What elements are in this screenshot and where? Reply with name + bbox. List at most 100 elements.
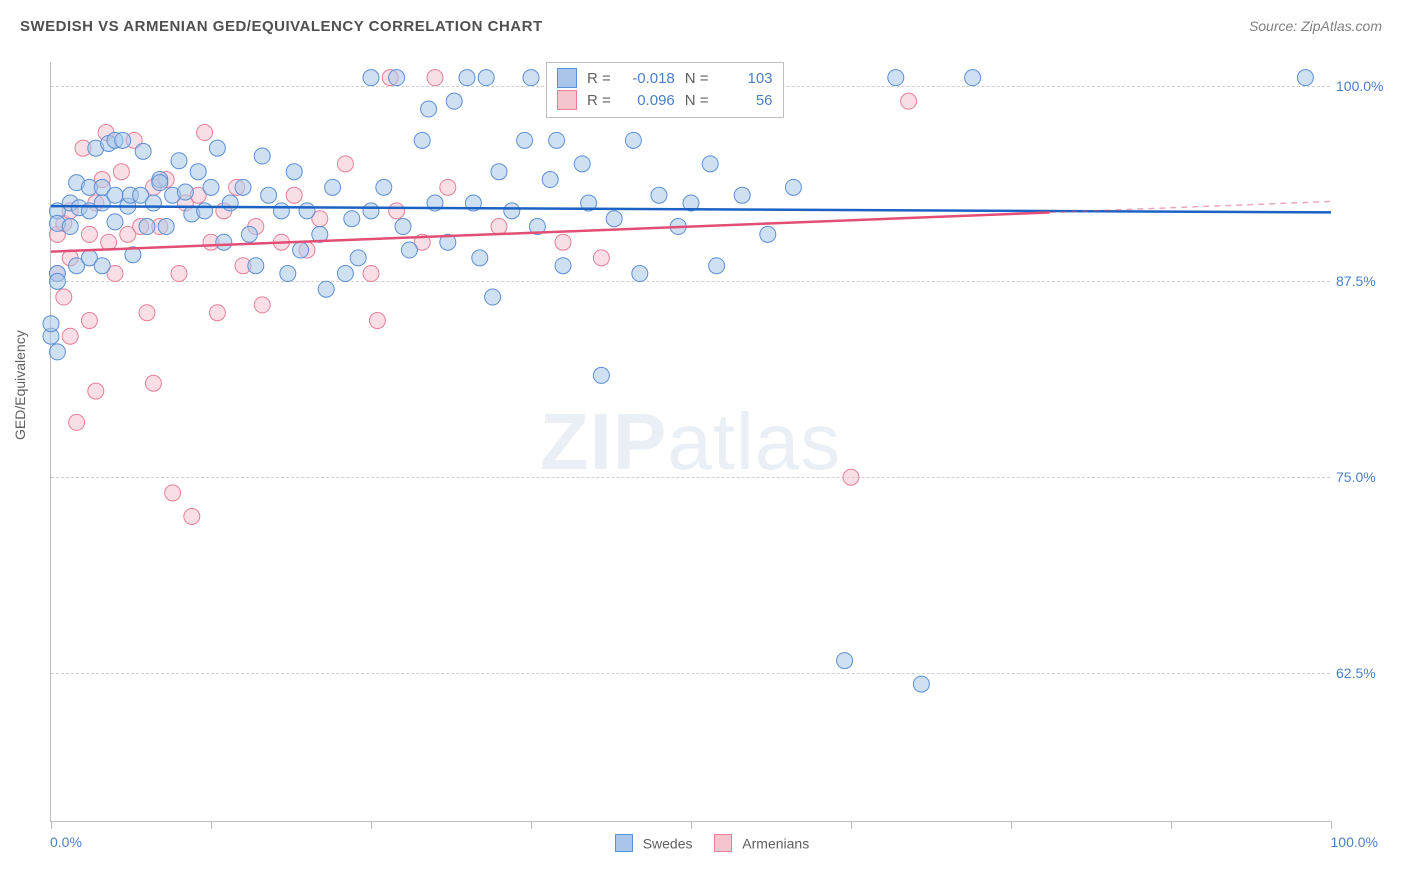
scatter-point	[523, 70, 539, 86]
scatter-point	[401, 242, 417, 258]
scatter-point	[517, 132, 533, 148]
scatter-point	[101, 234, 117, 250]
scatter-point	[421, 101, 437, 117]
scatter-point	[197, 203, 213, 219]
scatter-point	[491, 164, 507, 180]
scatter-point	[293, 242, 309, 258]
scatter-point	[651, 187, 667, 203]
scatter-point	[363, 70, 379, 86]
scatter-point	[459, 70, 475, 86]
scatter-point	[625, 132, 641, 148]
scatter-point	[171, 153, 187, 169]
legend-label-swedes: Swedes	[643, 835, 693, 851]
scatter-point	[734, 187, 750, 203]
scatter-point	[56, 289, 72, 305]
scatter-point	[606, 211, 622, 227]
scatter-point	[709, 258, 725, 274]
scatter-point	[49, 344, 65, 360]
scatter-point	[427, 70, 443, 86]
scatter-point	[139, 305, 155, 321]
scatter-point	[62, 328, 78, 344]
scatter-point	[555, 258, 571, 274]
scatter-point	[107, 187, 123, 203]
scatter-point	[254, 148, 270, 164]
stat-label: R =	[587, 70, 611, 87]
scatter-point	[152, 175, 168, 191]
swatch-swedes	[615, 834, 633, 852]
scatter-point	[94, 258, 110, 274]
scatter-point	[593, 250, 609, 266]
scatter-point	[837, 653, 853, 669]
stats-row-armenians: R = 0.096 N = 56	[557, 89, 773, 111]
scatter-point	[107, 214, 123, 230]
stat-value: 0.096	[621, 92, 675, 109]
scatter-point	[318, 281, 334, 297]
scatter-point	[171, 266, 187, 282]
scatter-point	[491, 219, 507, 235]
y-axis-label: GED/Equivalency	[12, 330, 28, 440]
scatter-point	[843, 469, 859, 485]
scatter-point	[440, 179, 456, 195]
scatter-point	[235, 179, 251, 195]
scatter-point	[760, 226, 776, 242]
scatter-point	[203, 179, 219, 195]
scatter-point	[901, 93, 917, 109]
y-tick-label: 100.0%	[1336, 78, 1392, 94]
source-attribution: Source: ZipAtlas.com	[1249, 18, 1382, 34]
stat-value: -0.018	[621, 70, 675, 87]
x-tick	[1331, 821, 1332, 829]
scatter-point	[376, 179, 392, 195]
scatter-point	[414, 132, 430, 148]
scatter-point	[177, 184, 193, 200]
x-tick	[1011, 821, 1012, 829]
x-tick	[1171, 821, 1172, 829]
scatter-point	[344, 211, 360, 227]
scatter-point	[209, 140, 225, 156]
scatter-point	[504, 203, 520, 219]
scatter-point	[1297, 70, 1313, 86]
scatter-point	[542, 172, 558, 188]
swatch-swedes	[557, 68, 577, 88]
scatter-point	[280, 266, 296, 282]
scatter-point	[190, 164, 206, 180]
scatter-point	[888, 70, 904, 86]
scatter-point	[299, 203, 315, 219]
chart-title: SWEDISH VS ARMENIAN GED/EQUIVALENCY CORR…	[20, 18, 543, 35]
y-tick-label: 87.5%	[1336, 273, 1392, 289]
scatter-point	[369, 313, 385, 329]
scatter-point	[69, 414, 85, 430]
scatter-point	[549, 132, 565, 148]
scatter-point	[785, 179, 801, 195]
scatter-point	[389, 203, 405, 219]
x-tick	[211, 821, 212, 829]
scatter-point	[241, 226, 257, 242]
scatter-point	[363, 266, 379, 282]
scatter-point	[43, 316, 59, 332]
swatch-armenians	[557, 90, 577, 110]
scatter-point	[49, 273, 65, 289]
scatter-point	[113, 164, 129, 180]
scatter-point	[555, 234, 571, 250]
stat-value: 103	[719, 70, 773, 87]
scatter-point	[248, 258, 264, 274]
scatter-point	[286, 187, 302, 203]
scatter-point	[478, 70, 494, 86]
x-tick	[371, 821, 372, 829]
x-tick	[531, 821, 532, 829]
scatter-point	[135, 143, 151, 159]
scatter-point	[145, 375, 161, 391]
x-tick	[51, 821, 52, 829]
stat-label: N =	[685, 70, 709, 87]
scatter-point	[165, 485, 181, 501]
scatter-point	[702, 156, 718, 172]
scatter-point	[158, 219, 174, 235]
scatter-point	[593, 367, 609, 383]
scatter-point	[965, 70, 981, 86]
scatter-point	[81, 226, 97, 242]
scatter-point	[395, 219, 411, 235]
stats-legend-box: R = -0.018 N = 103 R = 0.096 N = 56	[546, 62, 784, 118]
scatter-point	[209, 305, 225, 321]
x-tick	[691, 821, 692, 829]
scatter-point	[472, 250, 488, 266]
y-tick-label: 62.5%	[1336, 665, 1392, 681]
